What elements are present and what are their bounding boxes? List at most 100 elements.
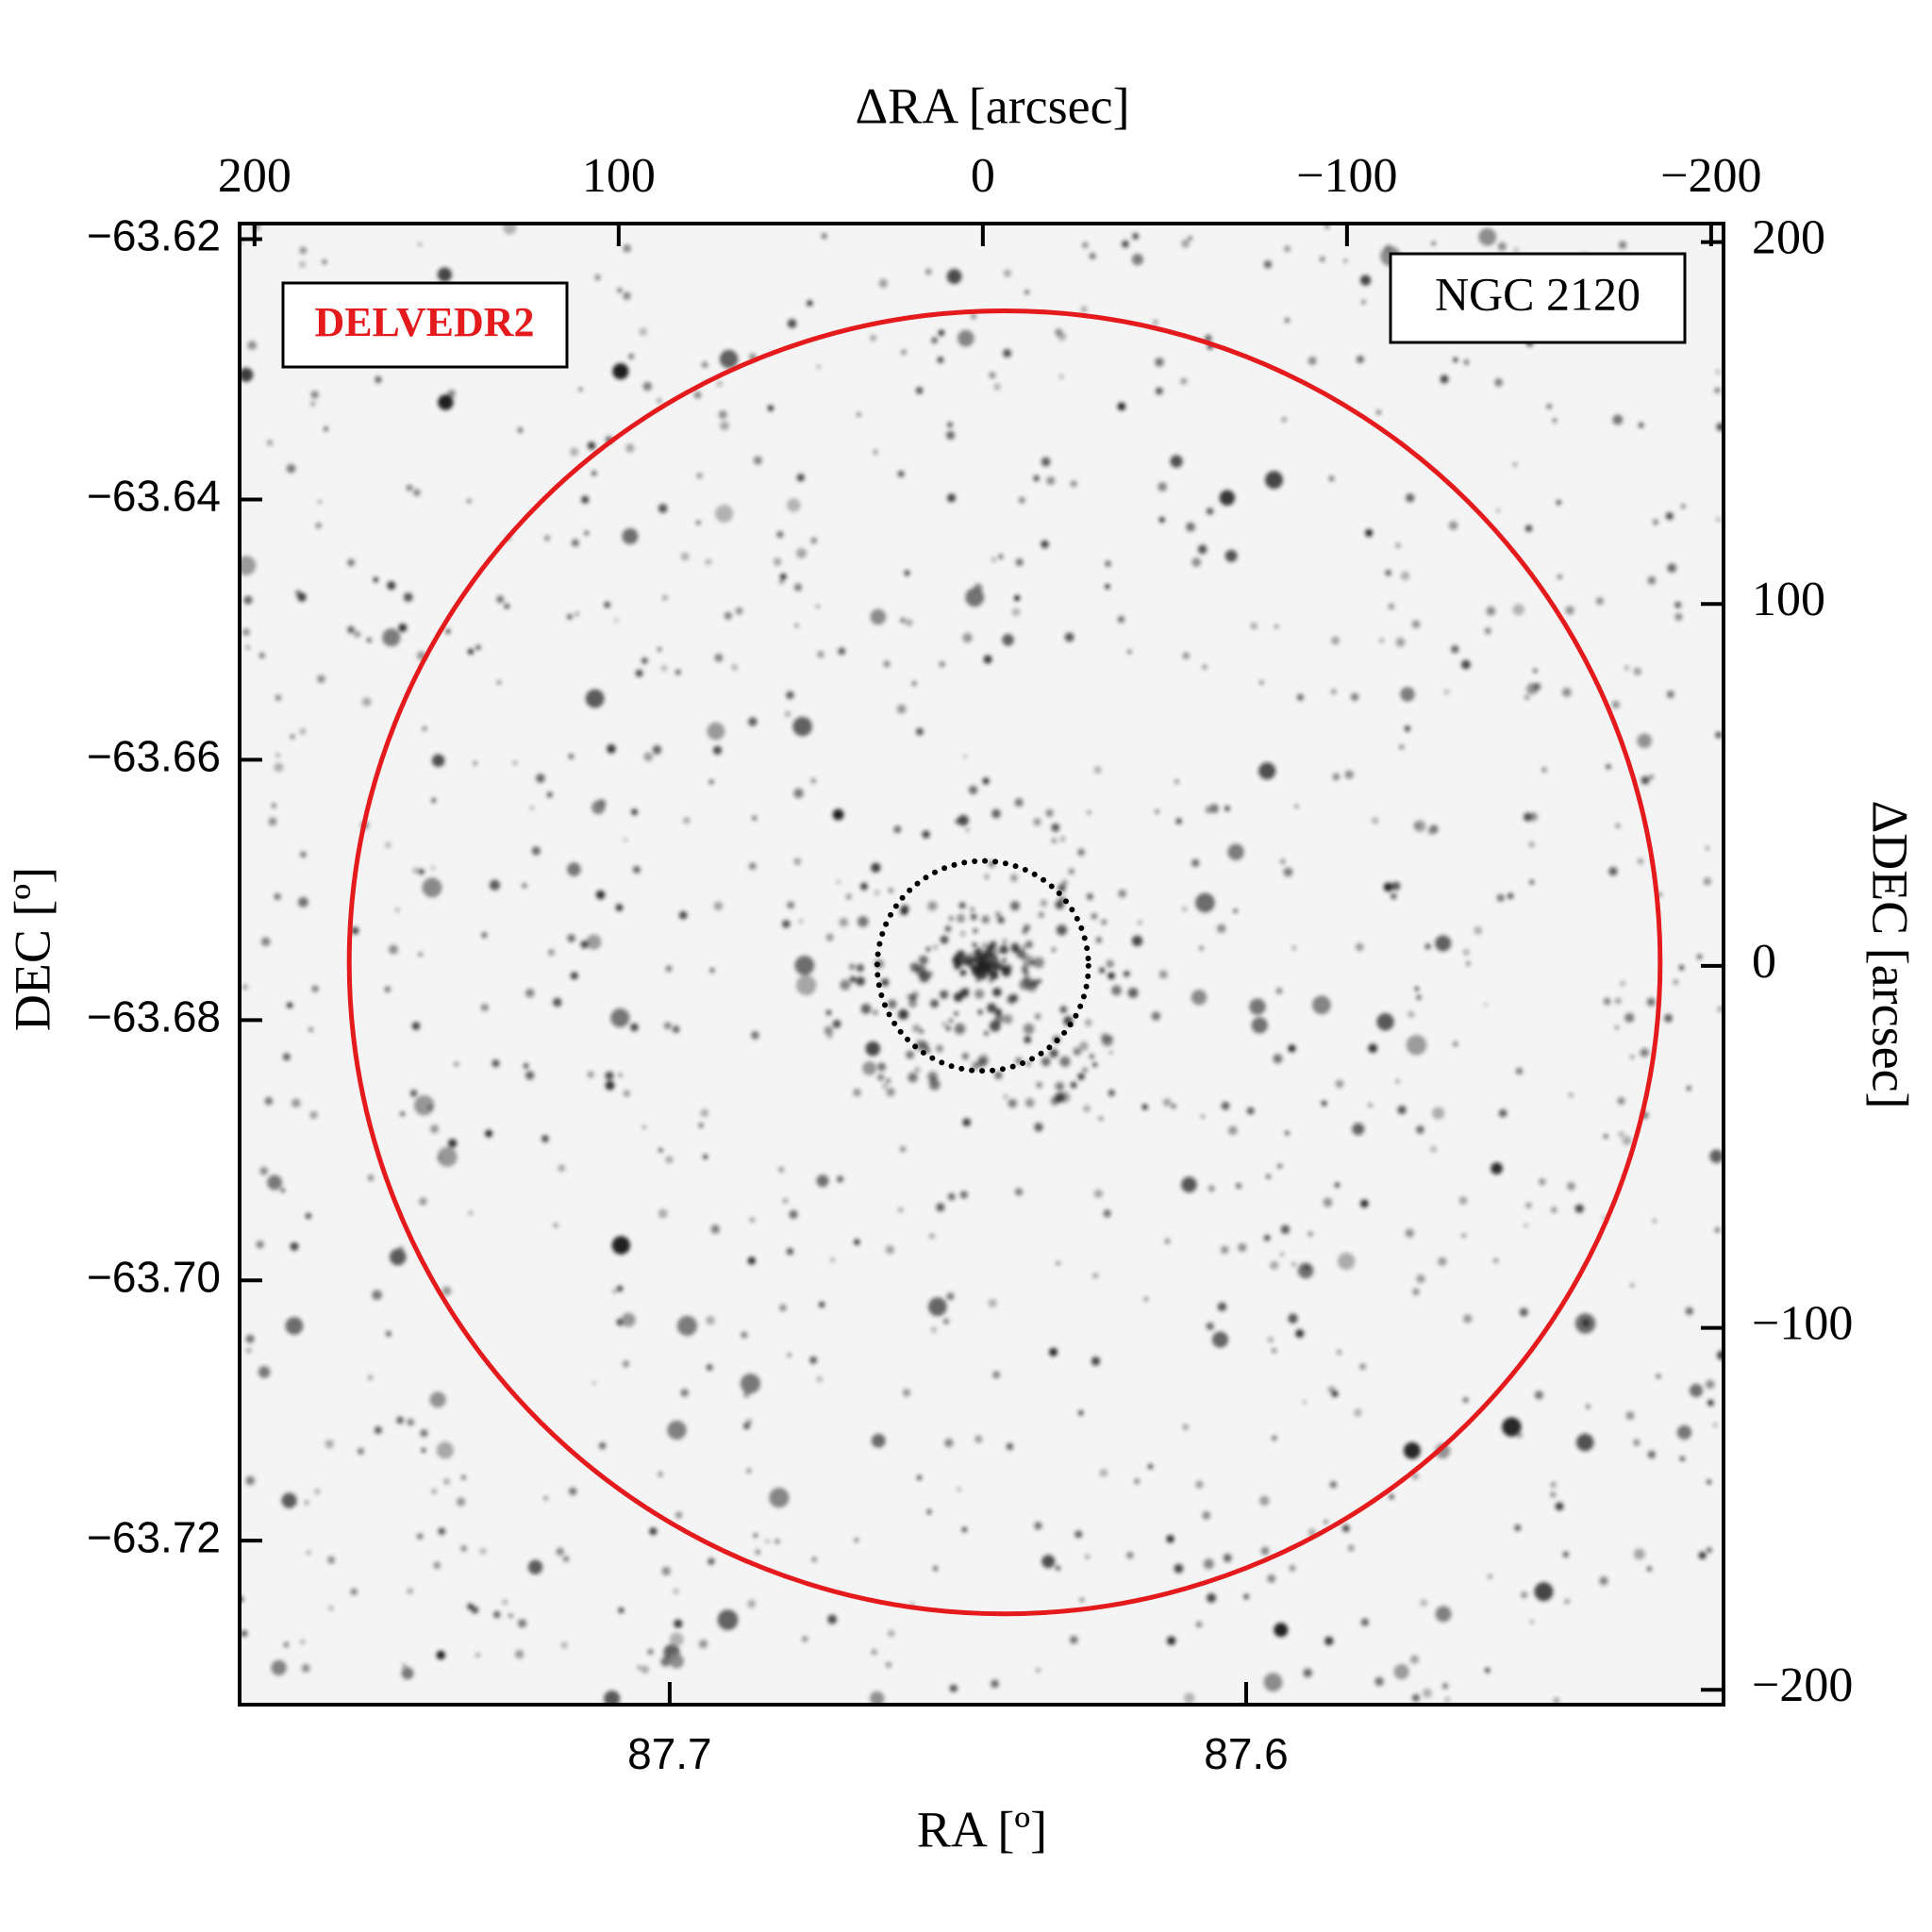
star [1048,1347,1058,1357]
star [1653,519,1658,525]
star [1496,893,1505,902]
cluster-star [977,1009,983,1015]
star [614,618,619,623]
star [1337,1350,1341,1355]
star [815,604,821,609]
cluster-star [1059,1056,1071,1068]
star [998,554,1004,559]
star [567,862,581,876]
star [1167,1636,1176,1645]
cluster-star [1068,868,1074,874]
star [384,986,391,992]
star [957,1487,961,1492]
star [1367,1103,1374,1108]
star [641,1665,649,1674]
star [1715,517,1721,523]
star [618,1607,625,1614]
star [571,539,579,547]
star [747,1257,756,1265]
star [1665,511,1674,521]
cluster-star [1011,944,1020,954]
star [438,394,454,410]
star [584,530,590,536]
star [741,1331,748,1339]
cluster-star [882,1083,888,1089]
star [1615,823,1621,829]
star [282,1053,291,1061]
star [290,734,295,740]
star [1082,1067,1088,1073]
star [306,1550,311,1555]
star [1296,693,1305,701]
star [1595,597,1604,606]
star [1516,1432,1524,1439]
star [1267,1336,1274,1343]
star [466,498,472,504]
star [580,940,590,949]
star [291,1098,301,1108]
star [1624,1012,1635,1024]
star [716,380,724,388]
survey-box [281,281,569,369]
star [427,1105,433,1110]
star [1202,1511,1210,1520]
cluster-star [973,950,978,955]
star [1208,1185,1215,1192]
star [751,1031,759,1040]
star [1328,475,1335,482]
star [385,1330,391,1337]
cluster-star [977,961,988,971]
star [324,426,328,431]
star [1263,1673,1283,1692]
star [623,1090,630,1097]
star [854,1538,859,1542]
star [1415,1124,1424,1134]
cluster-star [919,1029,924,1034]
star [1435,935,1452,952]
star [581,495,590,504]
star [886,1662,891,1668]
star [305,1212,312,1220]
star [1199,945,1204,951]
star [672,1025,680,1034]
star [786,691,794,700]
cluster-star [1111,985,1122,996]
star [1259,680,1264,685]
star [857,412,861,417]
cluster-star [1024,1098,1035,1108]
star [241,1630,248,1637]
cluster-star [908,1073,918,1083]
cluster-star [983,1030,990,1036]
y-axis-title: DEC [º] [4,867,60,1031]
star [817,651,824,658]
cluster-star [839,917,849,927]
cluster-star [1051,838,1058,844]
star [1036,1668,1041,1674]
cluster-star [1025,1061,1031,1067]
star [290,1241,299,1251]
y-tick-label: −63.66 [87,732,221,781]
star [1354,1408,1362,1417]
star [1496,508,1501,513]
star [443,1478,450,1486]
star [1087,810,1091,815]
star [1611,700,1621,709]
cluster-star [970,913,977,921]
star [946,269,962,284]
star [1414,986,1420,991]
star [916,1474,923,1481]
star [720,421,729,431]
cluster-star [992,960,1001,969]
star [1184,1692,1195,1704]
star [713,901,724,911]
star [1514,1524,1522,1532]
star [274,892,281,901]
star [657,647,662,652]
star [315,522,322,529]
star [673,1588,679,1595]
star [1137,920,1142,925]
star [1221,1101,1230,1110]
star [368,1174,374,1181]
cluster-star [958,902,966,909]
cluster-star [1023,975,1032,984]
